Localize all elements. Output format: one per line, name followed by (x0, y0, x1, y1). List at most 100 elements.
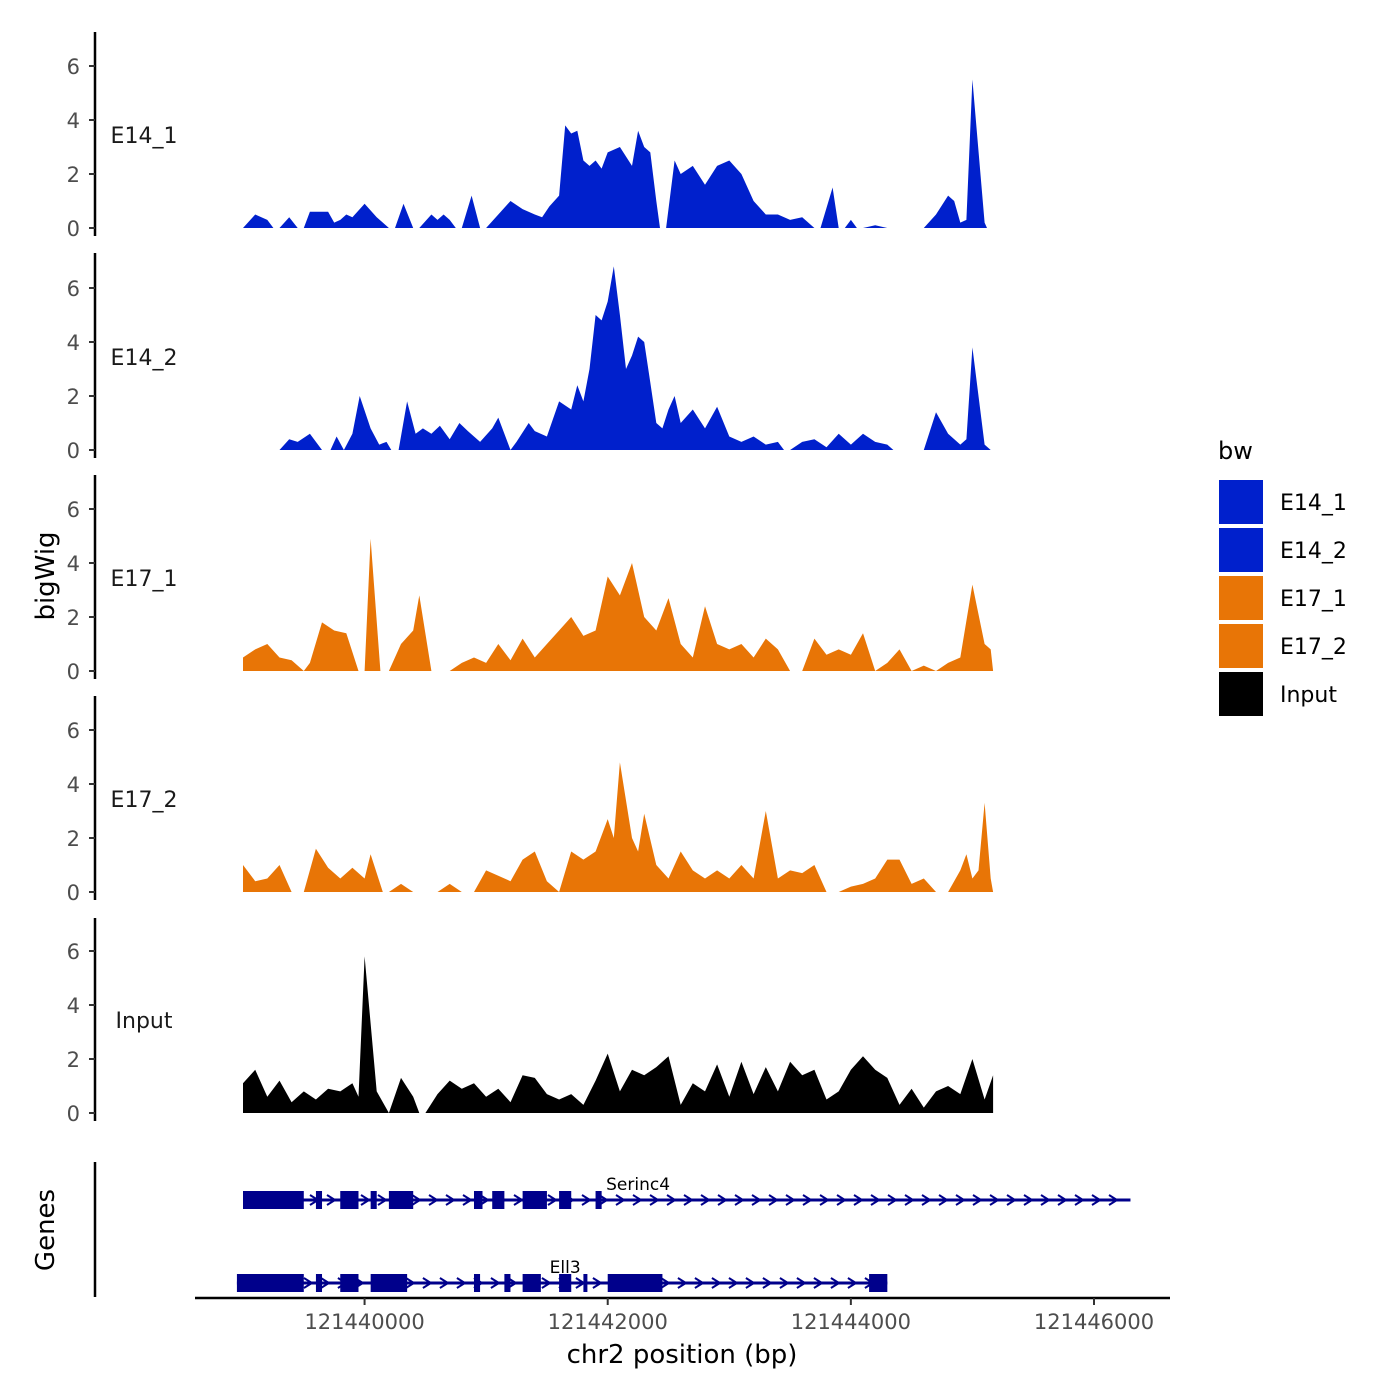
exon (559, 1274, 572, 1292)
legend-swatch (1219, 480, 1263, 524)
y-tick-label: 0 (67, 660, 80, 684)
y-tick-label: 2 (67, 606, 80, 630)
strand-arrow (711, 1277, 722, 1289)
y-tick-label: 0 (67, 881, 80, 905)
strand-arrow (1108, 1194, 1119, 1206)
strand-arrow (405, 1277, 416, 1289)
exon (370, 1274, 408, 1292)
legend-items: E14_1 E14_2 E17_1 E17_2 Input (1219, 480, 1347, 716)
exon (388, 1191, 414, 1209)
legend-label: E14_2 (1280, 539, 1347, 564)
strand-arrow (615, 1194, 626, 1206)
y-tick-label: 4 (67, 994, 80, 1018)
x-tick-label: 121440000 (304, 1310, 424, 1334)
y-tick-label: 4 (67, 552, 80, 576)
exon (236, 1274, 304, 1292)
exon (607, 1274, 663, 1292)
legend-item-input: Input (1219, 672, 1337, 716)
strand-arrow (592, 1277, 603, 1289)
strand-arrow (847, 1277, 858, 1289)
legend-label: E17_1 (1280, 587, 1347, 612)
exon (504, 1274, 511, 1292)
strand-arrow (853, 1194, 864, 1206)
exon (583, 1274, 588, 1292)
strand-arrow (836, 1194, 847, 1206)
strand-arrow (462, 1194, 473, 1206)
exon (869, 1274, 888, 1292)
strand-arrow (479, 1194, 490, 1206)
y-tick-label: 6 (67, 277, 80, 301)
strand-arrow (490, 1277, 501, 1289)
exon (340, 1274, 359, 1292)
x-axis-ticks: 121440000 121442000 121444000 121446000 (304, 1298, 1154, 1334)
strand-arrow (745, 1277, 756, 1289)
y-tick-label: 2 (67, 163, 80, 187)
strand-arrow (768, 1194, 779, 1206)
gene-ell3: Ell3 (236, 1258, 888, 1292)
exon (370, 1191, 377, 1209)
y-tick-label: 0 (67, 217, 80, 241)
strand-arrow (904, 1194, 915, 1206)
strand-arrow (700, 1194, 711, 1206)
strand-arrow (320, 1277, 331, 1289)
strand-arrow (649, 1194, 660, 1206)
track-e14-1: 0 2 4 6 E14_1 (67, 32, 987, 241)
strand-arrow (955, 1194, 966, 1206)
strand-arrow (734, 1194, 745, 1206)
strand-arrow (377, 1194, 388, 1206)
strand-arrow (802, 1194, 813, 1206)
legend-item-e17-2: E17_2 (1219, 624, 1347, 668)
y-tick-label: 6 (67, 719, 80, 743)
track-label: E14_2 (111, 346, 178, 371)
strand-arrow (513, 1194, 524, 1206)
legend-title: bw (1218, 437, 1253, 465)
strand-arrow (989, 1194, 1000, 1206)
track-e17-2: 0 2 4 6 E17_2 (67, 696, 994, 905)
strand-arrow (666, 1194, 677, 1206)
legend-item-e17-1: E17_1 (1219, 576, 1347, 620)
y-tick-label: 4 (67, 331, 80, 355)
legend-swatch (1219, 576, 1263, 620)
legend-swatch (1219, 528, 1263, 572)
legend-label: E14_1 (1280, 491, 1347, 516)
strand-arrow (938, 1194, 949, 1206)
strand-arrow (428, 1194, 439, 1206)
strand-arrow (598, 1194, 609, 1206)
legend-swatch (1219, 672, 1263, 716)
exon (473, 1274, 481, 1292)
strand-arrow (1023, 1194, 1034, 1206)
x-axis: 121440000 121442000 121444000 121446000 chr… (195, 1296, 1170, 1370)
strand-arrow (813, 1277, 824, 1289)
legend-item-e14-1: E14_1 (1219, 480, 1347, 524)
legend: bw E14_1 E14_2 E17_1 E17_2 Input (1218, 437, 1347, 716)
strand-arrow (751, 1194, 762, 1206)
strand-arrow (303, 1277, 314, 1289)
legend-label: Input (1280, 683, 1337, 708)
exon (340, 1191, 359, 1209)
legend-swatch (1219, 624, 1263, 668)
exon (492, 1191, 505, 1209)
strand-arrow (360, 1194, 371, 1206)
y-tick-label: 2 (67, 385, 80, 409)
coverage-area-e17-1 (243, 538, 994, 671)
strand-arrow (507, 1277, 518, 1289)
coverage-area-e17-2 (243, 762, 994, 892)
strand-arrow (445, 1194, 456, 1206)
track-label: E17_2 (111, 788, 178, 813)
strand-arrow (1040, 1194, 1051, 1206)
strand-arrow (456, 1277, 467, 1289)
track-e17-1: 0 2 4 6 E17_1 (67, 475, 994, 684)
strand-arrow (870, 1194, 881, 1206)
y-tick-label: 6 (67, 55, 80, 79)
y-tick-label: 6 (67, 498, 80, 522)
exon (559, 1191, 572, 1209)
strand-arrow (581, 1194, 592, 1206)
y-axis-title: bigWig (31, 531, 61, 620)
strand-arrow (762, 1277, 773, 1289)
coverage-area-e14-2 (279, 266, 991, 450)
exon (522, 1274, 541, 1292)
strand-arrow (1074, 1194, 1085, 1206)
x-tick-label: 121444000 (791, 1310, 911, 1334)
legend-item-e14-2: E14_2 (1219, 528, 1347, 572)
